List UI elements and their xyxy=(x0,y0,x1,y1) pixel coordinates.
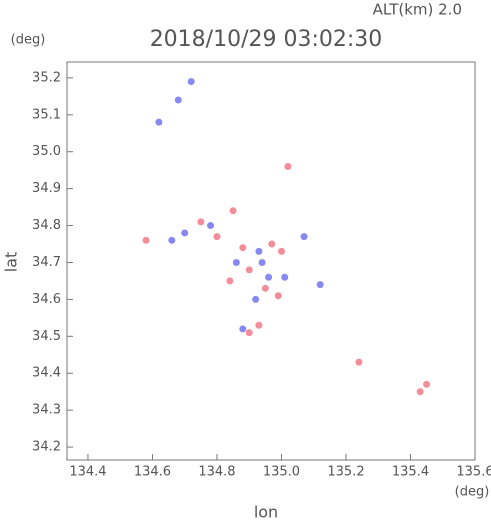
y-label: lat xyxy=(2,252,21,273)
x-tick-label: 134.4 xyxy=(69,465,106,480)
y-tick-label: 34.3 xyxy=(32,403,61,418)
y-tick-label: 35.0 xyxy=(32,144,61,159)
y-tick-label: 35.1 xyxy=(32,107,61,122)
y-unit: (deg) xyxy=(11,33,46,48)
y-tick-label: 34.9 xyxy=(32,181,61,196)
echo-point xyxy=(155,118,163,126)
y-tick-label: 35.2 xyxy=(32,70,61,85)
echo-point xyxy=(355,358,363,366)
y-tick-label: 34.8 xyxy=(32,218,61,233)
echo-point xyxy=(239,325,247,333)
echo-point xyxy=(255,247,263,255)
echo-point xyxy=(268,240,276,248)
echo-point xyxy=(142,236,150,244)
x-unit: (deg) xyxy=(455,485,490,500)
y-tick-label: 34.5 xyxy=(32,329,61,344)
echo-point xyxy=(245,266,253,274)
x-tick-label: 134.6 xyxy=(134,465,171,480)
echo-point xyxy=(174,96,182,104)
y-tick-label: 34.4 xyxy=(32,366,61,381)
echo-point xyxy=(255,321,263,329)
echo-point xyxy=(245,329,253,337)
echo-point xyxy=(316,281,324,289)
echo-point xyxy=(274,292,282,300)
x-tick-label: 135.4 xyxy=(392,465,429,480)
echo-point xyxy=(284,162,292,170)
echo-point xyxy=(265,273,273,281)
echo-point xyxy=(181,229,189,237)
y-tick-label: 34.6 xyxy=(32,292,61,307)
subtitle: ALT(km) 2.0 xyxy=(373,1,462,19)
x-tick-label: 135.0 xyxy=(263,465,300,480)
echo-point xyxy=(300,233,308,241)
echo-point xyxy=(232,258,240,266)
echo-point xyxy=(168,236,176,244)
x-label: lon xyxy=(254,503,278,521)
echo-point xyxy=(229,207,237,215)
plot-frame xyxy=(66,61,476,461)
y-tick-label: 34.7 xyxy=(32,255,61,270)
echo-point xyxy=(423,380,431,388)
echo-point xyxy=(416,388,424,396)
echo-point xyxy=(226,277,234,285)
echo-point xyxy=(239,244,247,252)
echo-point xyxy=(258,258,266,266)
echo-point xyxy=(197,218,205,226)
echo-point xyxy=(261,284,269,292)
echo-point xyxy=(207,222,215,230)
x-tick-label: 135.6 xyxy=(456,465,491,480)
chart-title: 2018/10/29 03:02:30 xyxy=(150,27,383,52)
echo-point xyxy=(281,273,289,281)
y-tick-label: 34.2 xyxy=(32,440,61,455)
echo-point xyxy=(277,247,285,255)
x-tick-label: 135.2 xyxy=(327,465,364,480)
echo-point xyxy=(187,78,195,86)
echo-point xyxy=(213,233,221,241)
echo-point xyxy=(252,295,260,303)
x-tick-label: 134.8 xyxy=(198,465,235,480)
